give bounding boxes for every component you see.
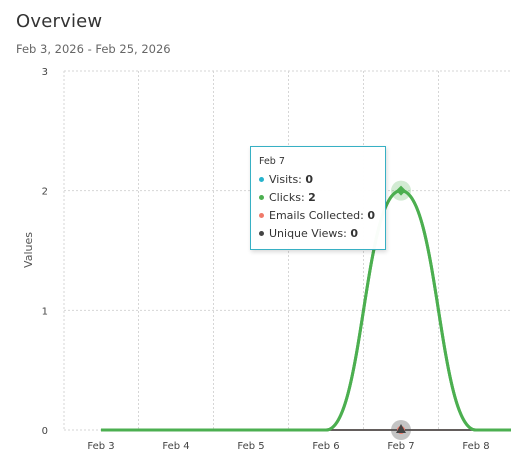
x-tick-label: Feb 5 <box>237 441 264 452</box>
series-dot-icon <box>259 230 264 236</box>
tooltip-row-label: Visits: <box>269 173 306 186</box>
tooltip-row-value: 0 <box>350 227 358 240</box>
tooltip-row-value: 0 <box>305 173 314 186</box>
tooltip-row-value: 0 <box>367 209 376 222</box>
grid-lines <box>63 70 511 431</box>
tooltip-row-label: Clicks: <box>269 191 309 204</box>
marker-layer <box>391 180 411 440</box>
date-range: Feb 3, 2026 - Feb 25, 2026 <box>16 42 171 56</box>
tooltip-row-label: Unique Views: <box>269 227 351 240</box>
tooltip-date: Feb 7 <box>259 156 285 167</box>
series-dot-icon <box>259 194 264 200</box>
series-layer <box>101 189 511 432</box>
tooltip-row: Clicks: 2 <box>259 189 385 207</box>
series-dot-icon <box>259 212 264 218</box>
y-tick-label: 2 <box>42 187 48 198</box>
y-tick-label: 1 <box>42 306 48 317</box>
unique-views-point-marker <box>396 424 406 433</box>
tooltip-row-value: 2 <box>308 191 316 204</box>
x-axis-ticks: Feb 3 Feb 4 Feb 5 Feb 6 Feb 7 Feb 8 <box>87 441 489 452</box>
tooltip-row: Emails Collected: 0 <box>259 207 385 225</box>
x-tick-label: Feb 3 <box>87 441 114 452</box>
tooltip-row-label: Emails Collected: <box>269 209 368 222</box>
tooltip-rows: Visits: 0 Clicks: 2 Emails Collected: 0 Uni… <box>259 171 385 243</box>
chart-tooltip: Feb 7 Visits: 0 Clicks: 2 Emails Collected… <box>250 146 386 250</box>
x-tick-label: Feb 7 <box>387 441 414 452</box>
tooltip-row: Visits: 0 <box>259 171 385 189</box>
x-tick-label: Feb 6 <box>312 441 339 452</box>
y-tick-label: 3 <box>42 67 48 78</box>
tooltip-row: Unique Views: 0 <box>259 225 385 243</box>
series-line-clicks-top <box>101 189 511 432</box>
clicks-point-marker <box>396 185 406 196</box>
page-title: Overview <box>16 11 103 32</box>
y-axis-label: Values <box>22 232 35 268</box>
y-tick-label: 0 <box>42 426 48 437</box>
x-tick-label: Feb 8 <box>462 441 489 452</box>
y-axis-ticks: 0 1 2 3 <box>42 67 48 437</box>
series-dot-icon <box>259 176 264 182</box>
x-tick-label: Feb 4 <box>162 441 189 452</box>
